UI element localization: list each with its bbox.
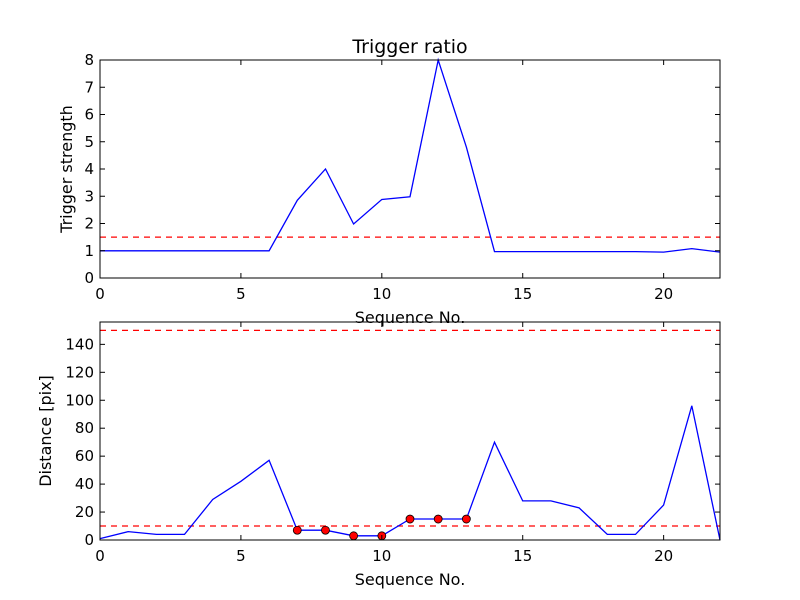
y-tick-label: 0 [84,531,94,549]
y-axis-label: Distance [pix] [36,375,55,487]
y-tick-label: 120 [65,363,94,381]
y-tick-label: 140 [65,335,94,353]
y-tick-label: 60 [75,447,94,465]
data-point-marker [405,514,415,524]
y-tick-label: 40 [75,475,94,493]
x-tick-label: 5 [236,547,246,565]
y-tick-label: 6 [84,106,94,124]
chart-distance: Sequence No. Distance [pix] 0 5 10 15 20 0 20 4… [36,321,721,589]
x-tick-label: 5 [236,285,246,303]
plot-frame [99,321,721,541]
y-tick-label: 7 [84,78,94,96]
y-tick-label: 20 [75,503,94,521]
x-axis-label: Sequence No. [355,308,466,327]
chart-title: Trigger ratio [351,36,467,58]
x-tick-label: 20 [654,547,673,565]
x-tick-label: 15 [513,285,532,303]
x-tick-label: 10 [372,285,391,303]
y-tick-label: 2 [84,215,94,233]
data-point-marker [321,525,330,535]
y-tick-label: 5 [84,133,94,151]
y-tick-label: 4 [84,160,94,178]
x-tick-label: 10 [372,547,391,565]
y-axis-label: Trigger strength [57,105,76,234]
y-tick-label: 100 [65,391,94,409]
plot-frame [99,59,721,279]
y-tick-label: 0 [84,269,94,287]
y-tick-label: 3 [84,187,94,205]
data-point-marker [292,525,302,535]
series-line [100,57,721,253]
x-tick-label: 0 [95,547,105,565]
data-point-marker [461,514,471,524]
x-tick-label: 20 [654,285,673,303]
data-point-marker [349,531,359,541]
data-point-marker [433,514,443,524]
y-tick-label: 8 [84,51,94,69]
y-tick-label: 80 [75,419,94,437]
chart-trigger-ratio: Trigger ratio Sequence No. Trigger stren… [57,36,721,327]
x-axis-label: Sequence No. [355,570,466,589]
x-tick-label: 15 [513,547,532,565]
y-tick-label: 1 [84,242,94,260]
x-tick-label: 0 [95,285,105,303]
